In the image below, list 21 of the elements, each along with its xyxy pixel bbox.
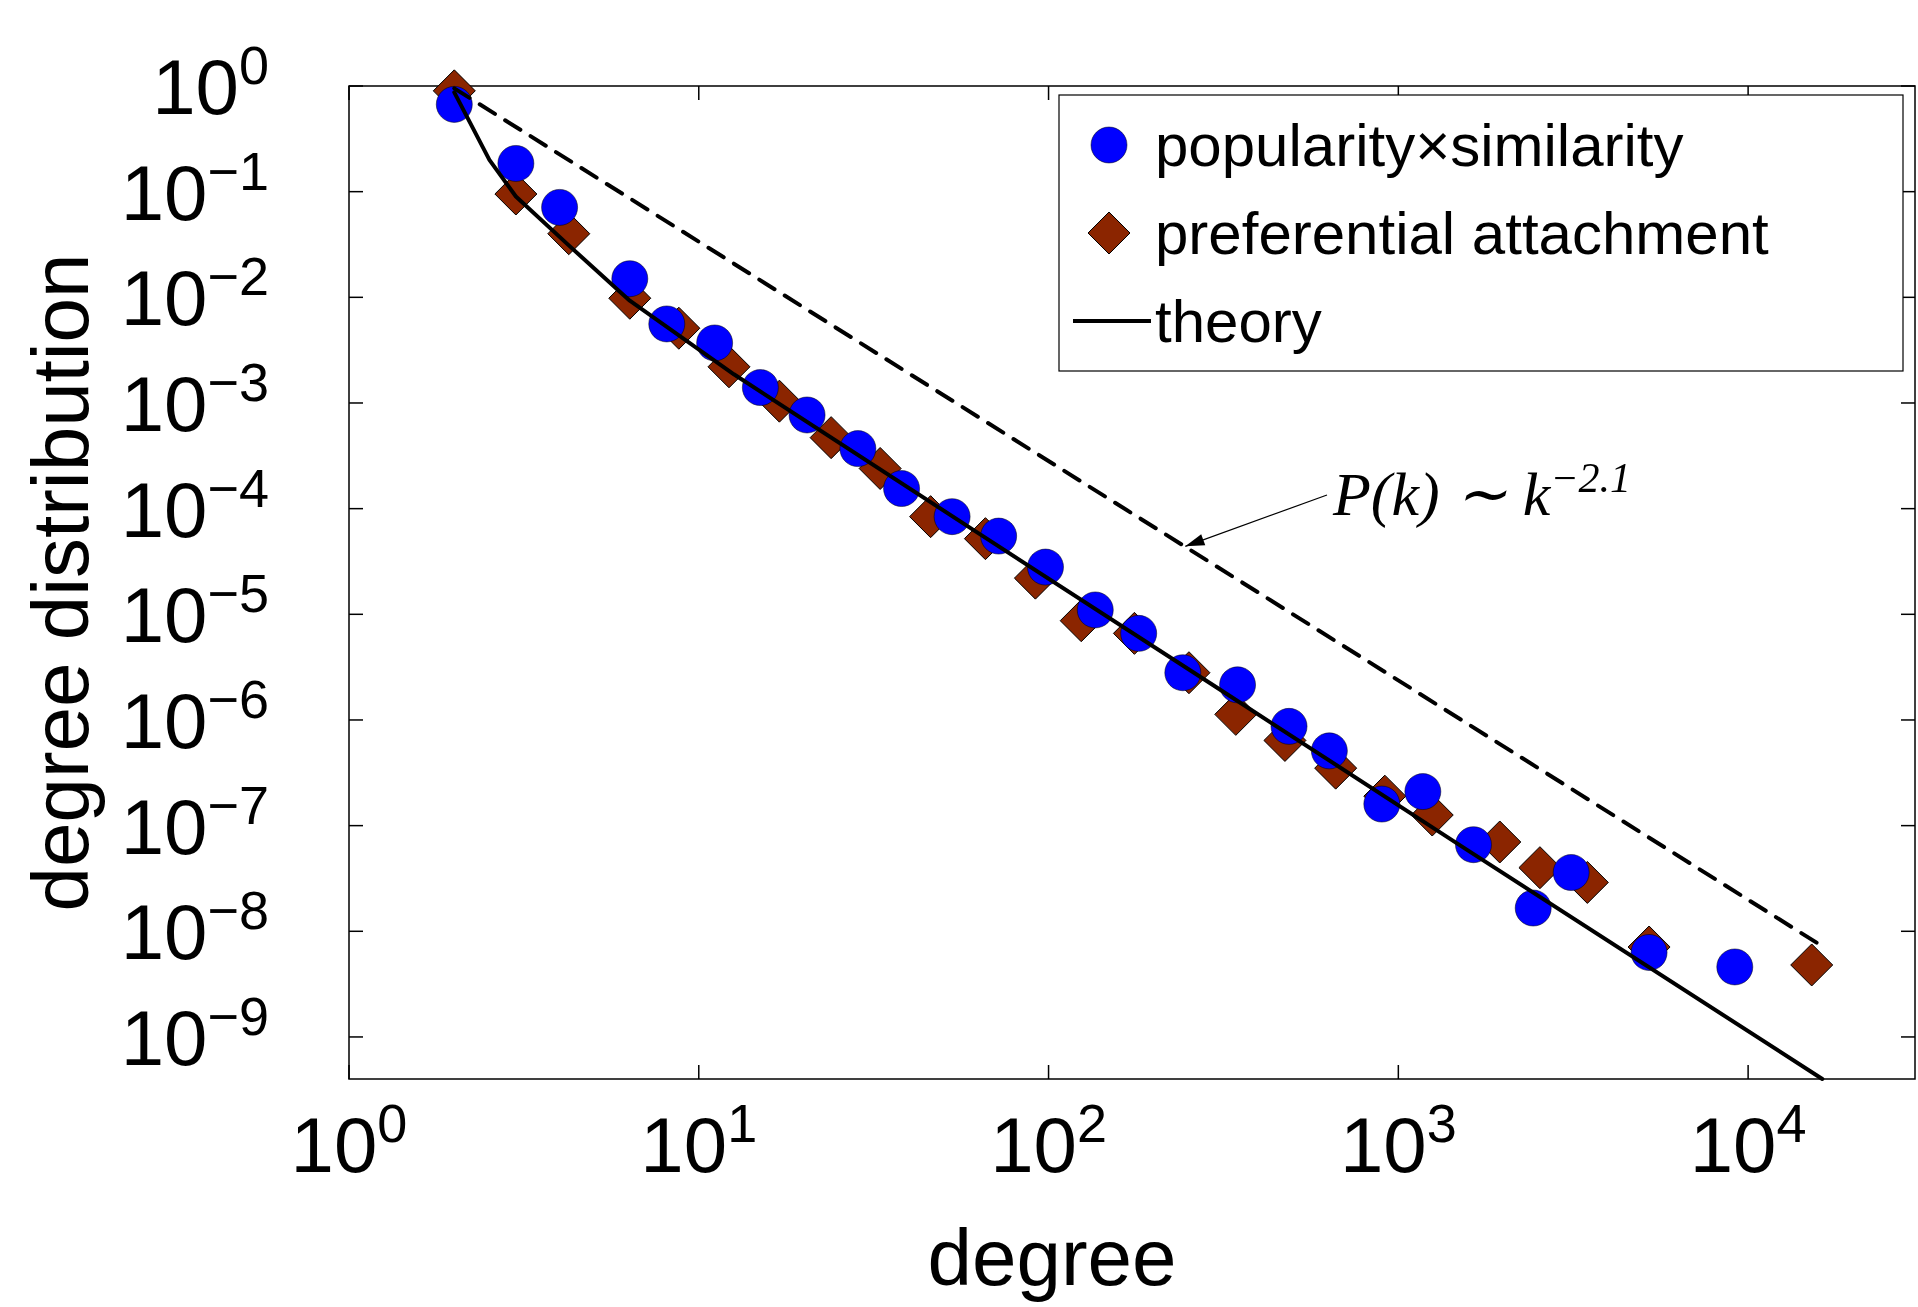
- y-tick-label: 10$^{−6}$: [120, 668, 269, 765]
- y-tick-label: 10$^{0}$: [152, 35, 269, 131]
- legend-label: theory: [1155, 288, 1322, 355]
- x-tick-label: 10$^{1}$: [640, 1093, 758, 1189]
- x-tick-label: 10$^{0}$: [290, 1093, 408, 1189]
- y-tick-label: 10$^{−2}$: [120, 246, 269, 343]
- legend-label: popularity×similarity: [1155, 112, 1684, 179]
- legend-label: preferential attachment: [1155, 200, 1770, 267]
- y-tick-label: 10$^{−5}$: [120, 563, 269, 660]
- y-tick-label: 10$^{−9}$: [120, 985, 269, 1082]
- y-tick-label: 10$^{−3}$: [120, 351, 269, 448]
- x-tick-label: 10$^{4}$: [1689, 1093, 1807, 1189]
- y-axis-title: degree distribution: [16, 253, 105, 912]
- y-tick-label: 10$^{−1}$: [120, 140, 269, 237]
- annotation: P(k) ∼ k$^{−2.1}$: [1332, 455, 1632, 529]
- x-tick-label: 10$^{3}$: [1339, 1093, 1457, 1189]
- x-axis-title: degree: [927, 1213, 1177, 1302]
- y-tick-label: 10$^{−8}$: [120, 880, 269, 977]
- y-tick-label: 10$^{−7}$: [120, 774, 269, 871]
- y-tick-label: 10$^{−4}$: [120, 457, 269, 554]
- x-tick-label: 10$^{2}$: [990, 1093, 1107, 1189]
